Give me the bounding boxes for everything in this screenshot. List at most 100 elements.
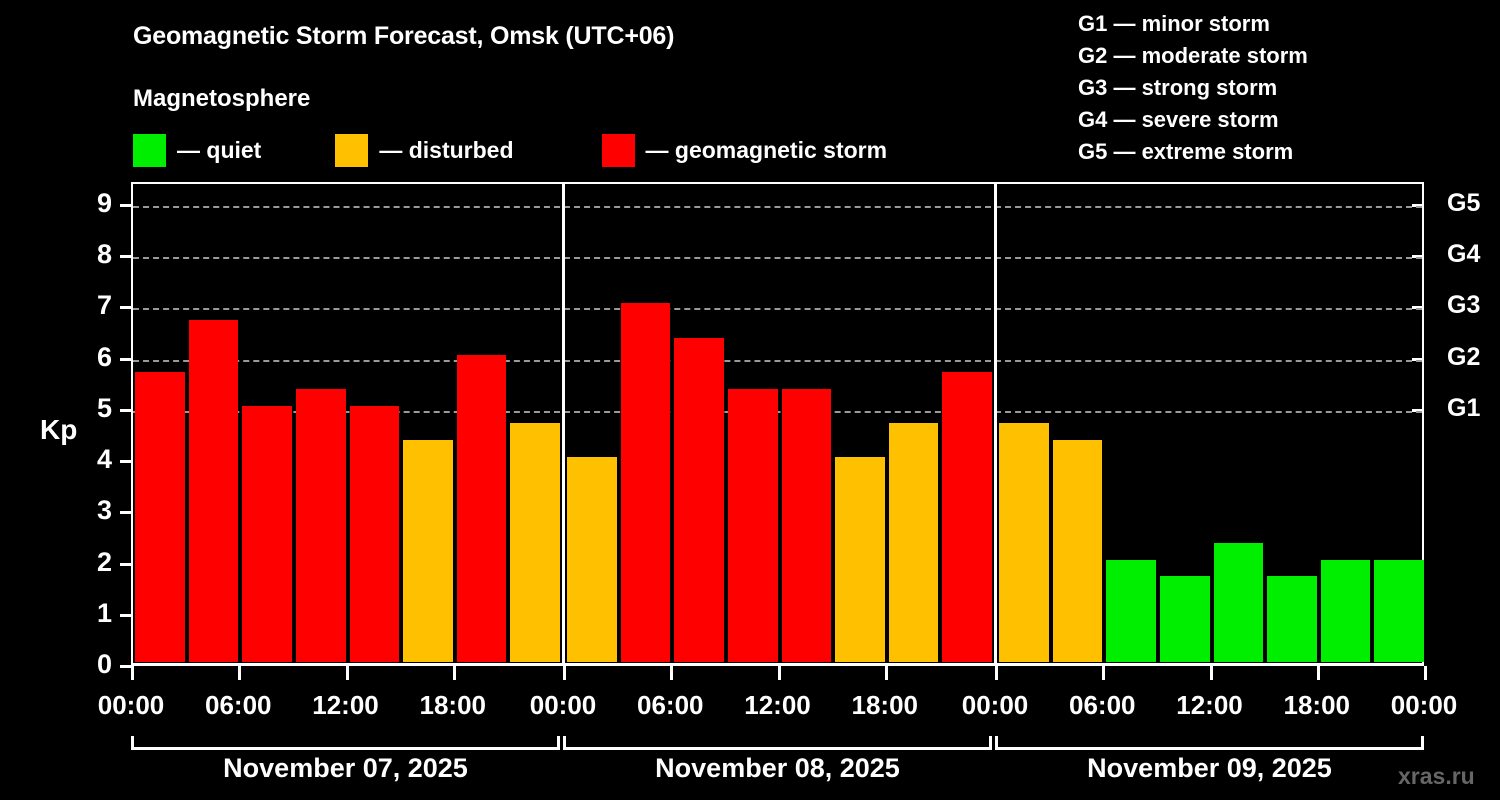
x-axis-tick-8 <box>995 666 998 680</box>
storm-scale-item-3: G3 — strong storm <box>1078 75 1278 100</box>
x-axis-tick-9 <box>1102 666 1106 680</box>
x-axis-tick-11 <box>1316 666 1320 680</box>
day-separators <box>133 184 1422 663</box>
page-title: Geomagnetic Storm Forecast, Omsk (UTC+06… <box>133 22 675 50</box>
y-axis-tick-label-7: 7 <box>96 290 112 321</box>
x-axis-tick-label-11: 18:00 <box>1283 690 1351 720</box>
bar-disturbed <box>567 457 617 662</box>
y-axis-tick-9 <box>120 204 132 207</box>
bar-storm <box>942 371 992 662</box>
g-scale-tick-G5 <box>1412 204 1424 207</box>
y-axis-tick-6 <box>120 357 132 361</box>
y-axis-tick-label-4: 4 <box>96 444 112 475</box>
plot-area <box>131 182 1424 666</box>
y-axis-tick-label-1: 1 <box>96 597 112 628</box>
green-square-icon <box>133 133 166 167</box>
x-axis-tick-label-4: 00:00 <box>529 690 597 720</box>
bar-disturbed <box>403 440 453 662</box>
bar-quiet <box>1106 559 1156 662</box>
x-axis-tick-1 <box>238 666 242 680</box>
y-axis-tick-label-5: 5 <box>96 392 112 423</box>
storm-scale-item-5: G5 — extreme storm <box>1078 139 1294 164</box>
y-axis-tick-label-0: 0 <box>96 649 112 679</box>
g-scale-label-G1: G1 <box>1447 393 1481 422</box>
bar-quiet <box>1320 559 1371 662</box>
gridlines <box>133 184 1422 663</box>
g-scale-tick-G4 <box>1412 255 1424 259</box>
y-axis-tick-3 <box>120 511 132 515</box>
x-axis-tick-3 <box>452 666 456 680</box>
gridline-kp-9 <box>133 206 1422 208</box>
gridline-kp-6 <box>133 359 1422 362</box>
y-axis-title: Kp <box>40 414 78 445</box>
legend-item-quiet: — quiet <box>133 133 261 167</box>
date-bracket-1 <box>131 736 560 750</box>
x-axis-tick-10 <box>1209 666 1213 680</box>
y-axis-tick-1 <box>120 613 132 617</box>
y-axis-tick-7 <box>120 306 132 310</box>
x-axis-tick-label-8: 00:00 <box>961 690 1029 720</box>
legend-item-disturbed: — disturbed <box>335 133 514 167</box>
storm-scale-item-2: G2 — moderate storm <box>1078 43 1308 68</box>
x-axis-tick-12 <box>1424 666 1427 680</box>
x-axis-tick-label-1: 06:00 <box>205 690 272 720</box>
y-axis-tick-label-3: 3 <box>96 495 112 526</box>
y-axis-tick-label-9: 9 <box>96 188 112 218</box>
storm-scale-legend: G1 — minor storm G2 — moderate storm G3 — … <box>1078 8 1308 168</box>
bar-disturbed <box>1052 440 1103 662</box>
g-scale-label-G4: G4 <box>1447 240 1481 269</box>
x-axis-tick-label-0: 00:00 <box>97 690 165 720</box>
legend-heading: Magnetosphere <box>133 85 311 112</box>
g-scale-label-G5: G5 <box>1447 189 1481 217</box>
g-scale-tick-G3 <box>1412 306 1424 310</box>
bar-storm <box>295 389 346 662</box>
x-axis-tick-label-12: 00:00 <box>1390 690 1458 720</box>
day-separator-1 <box>562 184 565 663</box>
gridline-kp-5 <box>133 410 1422 413</box>
x-axis-tick-label-6: 12:00 <box>744 690 811 720</box>
bar-storm <box>620 303 671 662</box>
y-axis-tick-0 <box>120 665 132 668</box>
legend-item-geomagneticstorm: — geomagnetic storm <box>601 133 888 167</box>
bar-quiet <box>1213 542 1264 662</box>
legend: — quiet — disturbed — geomagnetic storm <box>133 133 887 167</box>
bar-storm <box>349 405 400 662</box>
bar-storm <box>188 320 239 662</box>
storm-scale-item-4: G4 — severe storm <box>1078 107 1279 132</box>
x-axis-tick-6 <box>777 666 781 680</box>
bar-storm <box>674 337 724 662</box>
date-caption-3: November 09, 2025 <box>1087 753 1332 783</box>
x-axis-tick-0 <box>131 666 134 680</box>
legend-item-label: — quiet <box>177 136 262 163</box>
bar-quiet <box>1267 576 1317 662</box>
red-square-icon <box>601 133 635 167</box>
bar-storm <box>727 389 778 662</box>
y-axis-tick-5 <box>120 408 132 412</box>
x-axis-tick-label-2: 12:00 <box>312 690 379 720</box>
watermark: xras.ru <box>1398 763 1475 789</box>
date-caption-2: November 08, 2025 <box>655 753 900 783</box>
y-axis-tick-label-6: 6 <box>96 341 112 372</box>
bar-storm <box>781 389 832 662</box>
day-separator-2 <box>994 184 997 663</box>
y-axis-tick-label-2: 2 <box>96 546 112 577</box>
y-axis-tick-label-8: 8 <box>96 239 112 270</box>
x-axis-tick-2 <box>345 666 349 680</box>
g-scale-label-G3: G3 <box>1447 291 1481 320</box>
orange-square-icon <box>335 133 369 167</box>
bar-storm <box>135 371 185 662</box>
legend-item-label: — geomagnetic storm <box>645 136 888 163</box>
bar-disturbed <box>835 457 885 662</box>
bar-quiet <box>1159 576 1210 662</box>
x-axis-tick-label-3: 18:00 <box>419 690 487 720</box>
date-caption-1: November 07, 2025 <box>223 753 468 783</box>
bar-storm <box>456 354 507 662</box>
x-axis-tick-7 <box>884 666 888 680</box>
x-axis-tick-label-9: 06:00 <box>1069 690 1136 720</box>
bar-storm <box>242 405 292 662</box>
bar-quiet <box>1374 559 1424 662</box>
bar-disturbed <box>510 422 560 662</box>
g-scale-label-G2: G2 <box>1447 342 1481 371</box>
bar-disturbed <box>999 422 1049 662</box>
